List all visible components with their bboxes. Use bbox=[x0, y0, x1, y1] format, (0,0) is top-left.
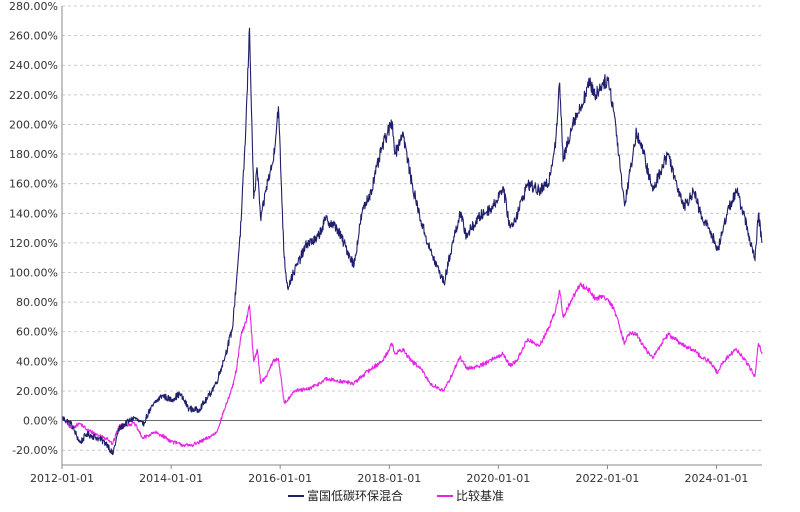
x-tick-label: 2016-01-01 bbox=[248, 472, 312, 485]
x-tick-label: 2018-01-01 bbox=[357, 472, 421, 485]
legend: 富国低碳环保混合 比较基准 bbox=[288, 488, 504, 503]
y-tick-label: 60.00% bbox=[16, 326, 58, 339]
y-tick-label: 0.00% bbox=[23, 415, 58, 428]
legend-label-0: 富国低碳环保混合 bbox=[307, 488, 403, 503]
legend-label-1: 比较基准 bbox=[456, 488, 504, 503]
x-tick-label: 2024-01-01 bbox=[684, 472, 748, 485]
y-tick-label: 20.00% bbox=[16, 385, 58, 398]
y-tick-label: -20.00% bbox=[12, 444, 58, 457]
y-tick-label: 240.00% bbox=[9, 59, 58, 72]
y-tick-label: 120.00% bbox=[9, 237, 58, 250]
x-tick-label: 2020-01-01 bbox=[466, 472, 530, 485]
grid-lines bbox=[62, 5, 762, 451]
y-tick-label: 160.00% bbox=[9, 178, 58, 191]
y-tick-label: 140.00% bbox=[9, 207, 58, 220]
series-line-1 bbox=[61, 282, 763, 448]
y-tick-label: 80.00% bbox=[16, 296, 58, 309]
y-tick-label: 200.00% bbox=[9, 118, 58, 131]
y-tick-label: 180.00% bbox=[9, 148, 58, 161]
y-tick-label: 40.00% bbox=[16, 355, 58, 368]
y-axis-ticks: -20.00% 0.00% 20.00% 40.00% 60.00% 80.00% 100.… bbox=[9, 0, 58, 457]
y-tick-label: 260.00% bbox=[9, 30, 58, 43]
plot-frame bbox=[61, 6, 762, 466]
x-tick-label: 2012-01-01 bbox=[30, 472, 94, 485]
x-axis-ticks: 2012-01-01 2014-01-01 2016-01-01 2018-01-01… bbox=[30, 465, 748, 485]
x-tick-label: 2022-01-01 bbox=[575, 472, 639, 485]
y-tick-label: 280.00% bbox=[9, 0, 58, 13]
series-lines bbox=[61, 27, 763, 456]
y-tick-label: 100.00% bbox=[9, 267, 58, 280]
series-line-0 bbox=[61, 27, 763, 456]
x-tick-label: 2014-01-01 bbox=[139, 472, 203, 485]
y-tick-label: 220.00% bbox=[9, 89, 58, 102]
